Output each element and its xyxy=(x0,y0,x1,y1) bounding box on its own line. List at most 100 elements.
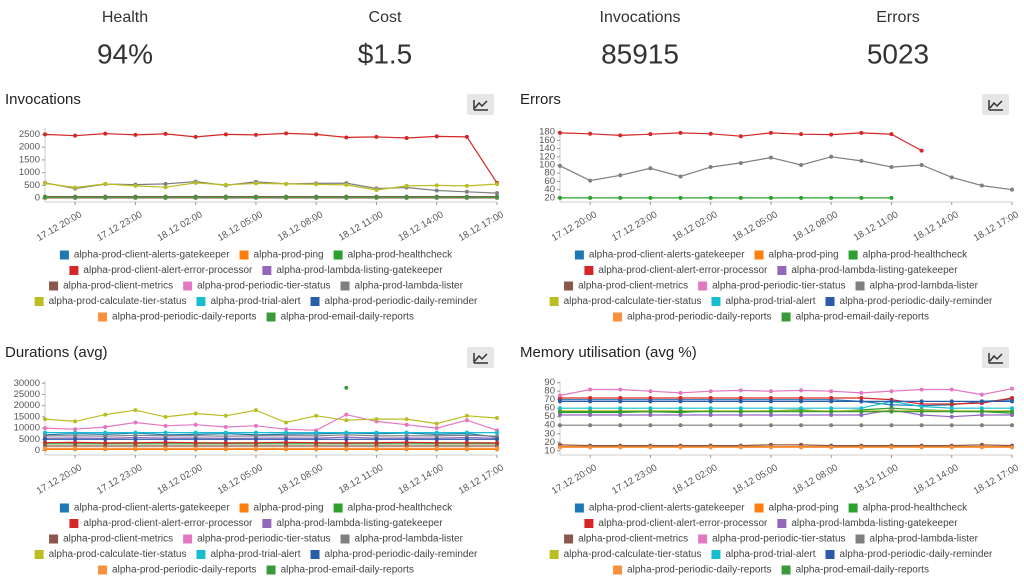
data-point xyxy=(648,389,653,394)
data-point xyxy=(829,195,834,200)
data-point xyxy=(588,406,593,411)
data-point xyxy=(678,174,683,179)
y-tick-label: 15000 xyxy=(14,411,40,422)
legend-swatch xyxy=(584,266,594,275)
y-tick-label: 60 xyxy=(544,176,555,187)
data-point xyxy=(464,446,469,451)
chart-button[interactable] xyxy=(982,94,1009,115)
data-point xyxy=(648,413,653,418)
data-point xyxy=(193,180,198,185)
data-point xyxy=(1010,413,1014,418)
data-point xyxy=(464,437,469,442)
y-tick-label: 20000 xyxy=(14,400,40,411)
data-point xyxy=(133,437,138,442)
data-point xyxy=(829,409,834,414)
data-point xyxy=(103,181,108,186)
data-point xyxy=(43,437,47,442)
data-point xyxy=(404,437,409,442)
legend-swatch xyxy=(825,550,835,559)
series-line xyxy=(559,444,1013,447)
data-point xyxy=(678,195,683,200)
legend-swatch xyxy=(183,281,193,291)
data-point xyxy=(495,191,499,196)
chart-button[interactable] xyxy=(467,94,494,115)
data-point xyxy=(103,437,108,442)
data-point xyxy=(618,413,623,418)
data-point xyxy=(648,409,653,414)
legend-label: alpha-prod-periodic-daily-reminder xyxy=(325,549,479,560)
panel-title: Errors xyxy=(520,91,561,108)
legend-item: alpha-prod-client-metrics xyxy=(49,281,173,292)
y-tick-label: 0 xyxy=(35,193,40,204)
data-point xyxy=(799,406,804,411)
data-point xyxy=(464,430,469,435)
legend-label: alpha-prod-client-alert-error-processor xyxy=(83,265,253,276)
data-point xyxy=(374,430,379,435)
data-point xyxy=(618,195,623,200)
legend-label: alpha-prod-periodic-tier-status xyxy=(197,281,330,292)
y-tick-label: 160 xyxy=(539,135,555,146)
data-point xyxy=(163,430,168,435)
data-point xyxy=(648,445,653,450)
legend-item: alpha-prod-ping xyxy=(754,250,839,261)
data-point xyxy=(314,446,319,451)
data-point xyxy=(919,148,924,153)
data-point xyxy=(495,430,499,435)
data-point xyxy=(588,131,593,136)
x-tick-label: 17.12 20:00 xyxy=(550,462,599,497)
series-line xyxy=(44,436,498,440)
y-tick-label: 1000 xyxy=(19,167,40,178)
legend-item: alpha-prod-lambda-lister xyxy=(340,534,464,545)
legend-item: alpha-prod-client-alerts-gatekeeper xyxy=(574,250,745,261)
legend-label: alpha-prod-client-metrics xyxy=(63,281,173,292)
data-point xyxy=(495,446,499,451)
legend-label: alpha-prod-client-metrics xyxy=(578,281,688,292)
legend-swatch xyxy=(564,534,574,544)
data-point xyxy=(1010,423,1014,428)
legend-swatch xyxy=(98,312,108,322)
x-tick-label: 18.12 05:00 xyxy=(731,209,780,244)
y-tick-label: 80 xyxy=(544,168,555,179)
legend-label: alpha-prod-client-alerts-gatekeeper xyxy=(74,503,230,514)
data-point xyxy=(133,195,138,200)
data-point xyxy=(588,399,593,404)
button-icon xyxy=(473,353,488,364)
data-point xyxy=(588,409,593,414)
legend-label: alpha-prod-calculate-tier-status xyxy=(49,296,187,307)
data-point xyxy=(344,135,349,140)
y-tick-label: 30 xyxy=(544,428,555,439)
data-point xyxy=(708,165,713,170)
x-tick-label: 18.12 08:00 xyxy=(791,462,840,497)
legend-label: alpha-prod-email-daily-reports xyxy=(796,312,929,323)
data-point xyxy=(284,440,289,445)
data-point xyxy=(284,430,289,435)
data-point xyxy=(464,195,469,200)
data-point xyxy=(404,135,409,140)
panel-title: Invocations xyxy=(5,91,81,108)
data-point xyxy=(133,408,138,413)
legend-swatch xyxy=(781,312,791,322)
legend-swatch xyxy=(549,297,559,306)
data-point xyxy=(163,423,168,428)
data-point xyxy=(73,440,78,445)
legend-swatch xyxy=(333,250,343,260)
legend-swatch xyxy=(574,250,584,260)
y-tick-label: 100 xyxy=(539,160,555,171)
data-point xyxy=(344,440,349,445)
y-tick-label: 30000 xyxy=(14,378,40,389)
data-point xyxy=(949,175,954,180)
chart-button[interactable] xyxy=(467,347,494,368)
y-tick-label: 70 xyxy=(544,394,555,405)
data-point xyxy=(434,433,439,438)
legend-item: alpha-prod-trial-alert xyxy=(711,549,816,560)
chart-button[interactable] xyxy=(982,347,1009,368)
data-point xyxy=(558,163,562,168)
legend-swatch xyxy=(613,565,623,575)
data-point xyxy=(103,131,108,136)
data-point xyxy=(253,423,258,428)
data-point xyxy=(799,396,804,401)
legend-swatch xyxy=(825,297,835,306)
data-point xyxy=(919,387,924,392)
legend-swatch xyxy=(262,266,272,275)
